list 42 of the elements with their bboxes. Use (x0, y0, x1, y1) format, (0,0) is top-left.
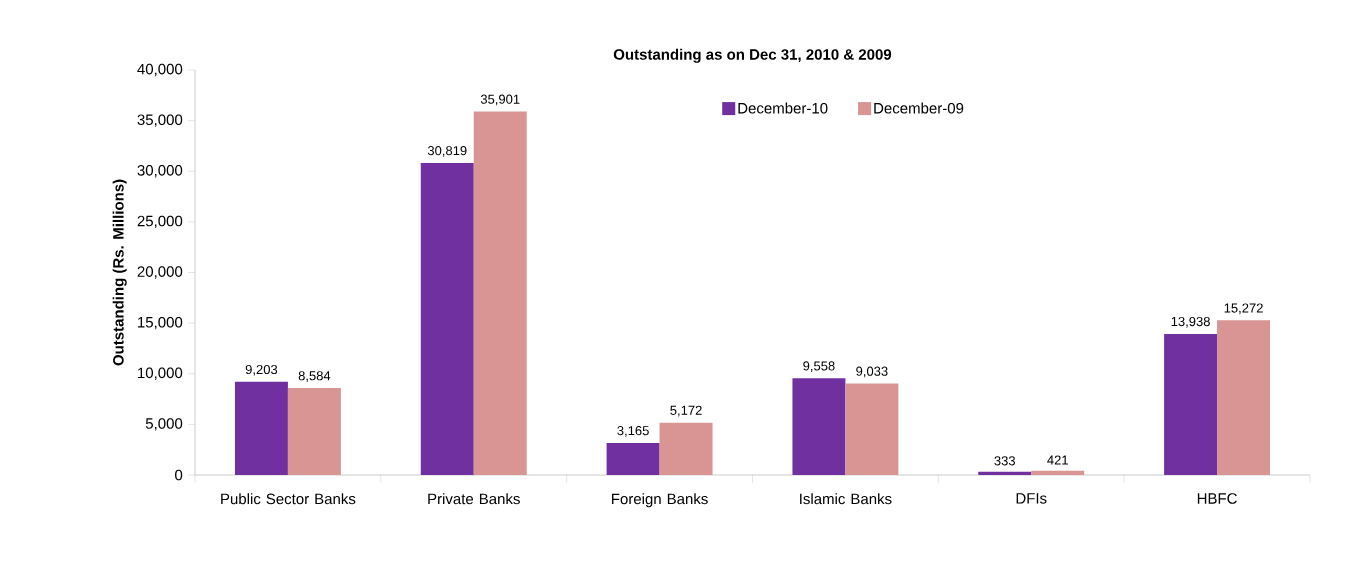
bar (1031, 470, 1085, 475)
data-label: 421 (1047, 455, 1068, 465)
y-tick-label: 15,000 (138, 316, 183, 330)
bar (606, 442, 660, 475)
data-label: 15,272 (1224, 303, 1263, 315)
y-axis-title: Outstanding (Rs. Millions) (112, 179, 127, 366)
bar (845, 383, 899, 475)
data-label: 13,938 (1171, 316, 1210, 328)
bar (473, 111, 527, 475)
data-label: 35,901 (480, 94, 520, 106)
data-label: 30,819 (427, 146, 467, 157)
legend-label: December-10 (738, 102, 828, 114)
y-tick-label: 40,000 (137, 63, 183, 77)
y-tick-label: 5,000 (145, 418, 183, 431)
y-tick-label: 35,000 (137, 114, 183, 127)
x-tick-label: Islamic Banks (800, 493, 892, 505)
data-label: 5,172 (670, 405, 702, 417)
bar (287, 388, 341, 475)
bar (234, 381, 288, 475)
legend-label: December-09 (874, 102, 964, 114)
data-label: 9,033 (856, 366, 888, 378)
y-tick-label: 20,000 (137, 266, 183, 279)
x-tick-label: DFIs (1016, 493, 1047, 504)
chart-title: Outstanding as on Dec 31, 2010 & 2009 (613, 48, 892, 63)
y-tick-label: 10,000 (138, 367, 183, 380)
data-label: 8,584 (298, 371, 331, 382)
bar (1164, 333, 1218, 475)
x-tick-label: Public Sector Banks (221, 493, 356, 505)
data-label: 9,203 (245, 364, 278, 376)
x-tick-label: HBFC (1197, 493, 1237, 504)
bar (792, 378, 846, 475)
y-tick-label: 30,000 (137, 165, 183, 178)
y-tick-label: 25,000 (137, 215, 183, 229)
x-tick-label: Private Banks (428, 493, 520, 505)
data-label: 3,165 (617, 426, 649, 437)
x-tick-label: Foreign Banks (612, 493, 708, 508)
y-tick-label: 0 (175, 469, 183, 481)
bar (1217, 320, 1271, 475)
data-label: 9,558 (803, 361, 835, 373)
bar (659, 422, 713, 475)
bar (420, 162, 474, 475)
data-label: 333 (994, 456, 1016, 466)
